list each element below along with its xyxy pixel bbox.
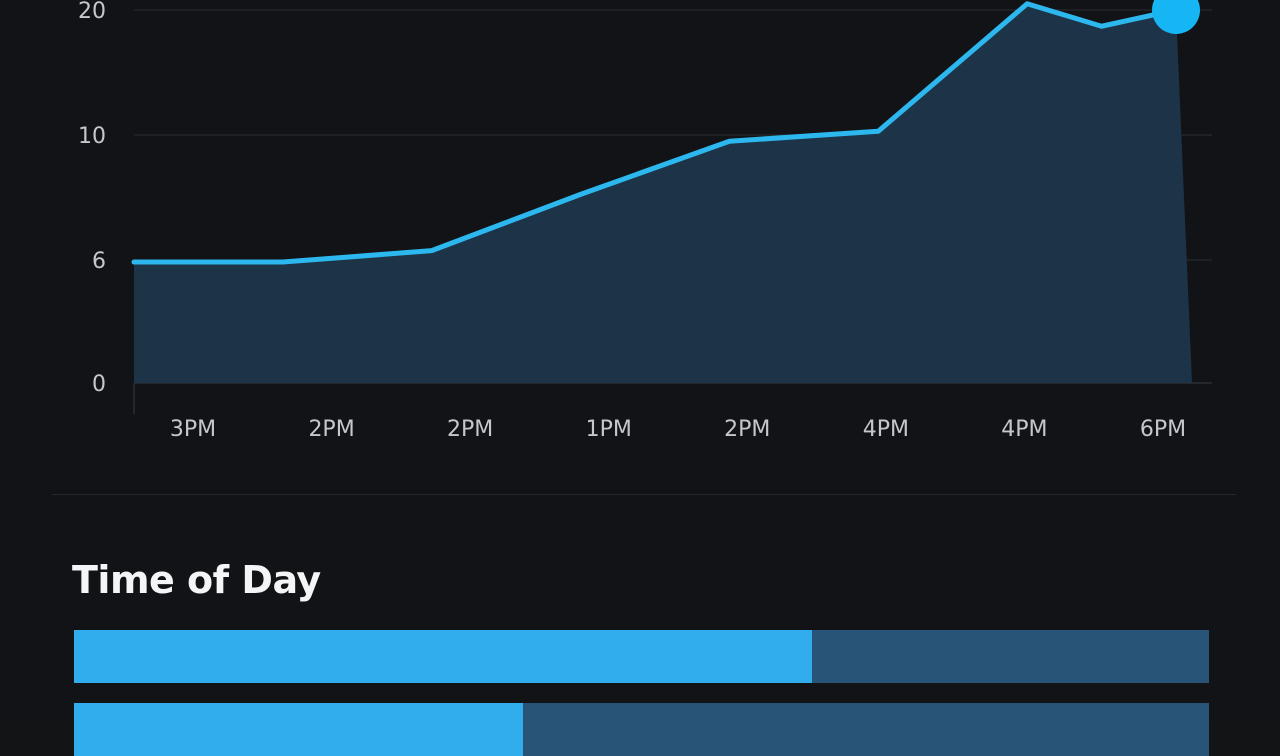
dashboard-card: 0 6 10 20 3PM 2PM 2PM 1PM 2PM 4PM 4PM 6PM Time of … — [52, 0, 1236, 756]
x-tick-label: 2PM — [724, 417, 770, 442]
section-title: Time of Day — [72, 558, 321, 602]
bar-fill-1 — [74, 630, 812, 683]
time-of-day-bar-1 — [74, 630, 1209, 683]
y-tick-label: 0 — [92, 372, 106, 397]
y-tick-label: 20 — [78, 0, 106, 24]
time-of-day-bar-2 — [74, 703, 1209, 756]
x-tick-label: 1PM — [586, 417, 632, 442]
chart-points — [1152, 0, 1200, 34]
bar-fill-2 — [74, 703, 524, 756]
x-tick-label: 4PM — [863, 417, 909, 442]
x-tick-label: 3PM — [170, 417, 216, 442]
series-line — [131, 1, 1179, 265]
x-tick-label: 2PM — [308, 417, 354, 442]
y-tick-label: 10 — [78, 124, 106, 149]
highlight-point[interactable] — [1152, 0, 1200, 34]
x-axis-labels: 3PM 2PM 2PM 1PM 2PM 4PM 4PM 6PM — [170, 417, 1186, 442]
page: 0 6 10 20 3PM 2PM 2PM 1PM 2PM 4PM 4PM 6PM Time of … — [52, 0, 1236, 756]
series-area — [134, 3, 1192, 383]
section-divider — [52, 494, 1236, 495]
x-tick-label: 2PM — [447, 417, 493, 442]
x-tick-label: 4PM — [1001, 417, 1047, 442]
x-tick-label: 6PM — [1140, 417, 1186, 442]
chart-line — [131, 1, 1179, 265]
y-axis-labels: 0 6 10 20 — [78, 0, 106, 397]
chart-area — [134, 3, 1192, 383]
line-area-chart: 0 6 10 20 3PM 2PM 2PM 1PM 2PM 4PM 4PM 6PM — [78, 0, 1212, 442]
y-tick-label: 6 — [92, 249, 106, 274]
